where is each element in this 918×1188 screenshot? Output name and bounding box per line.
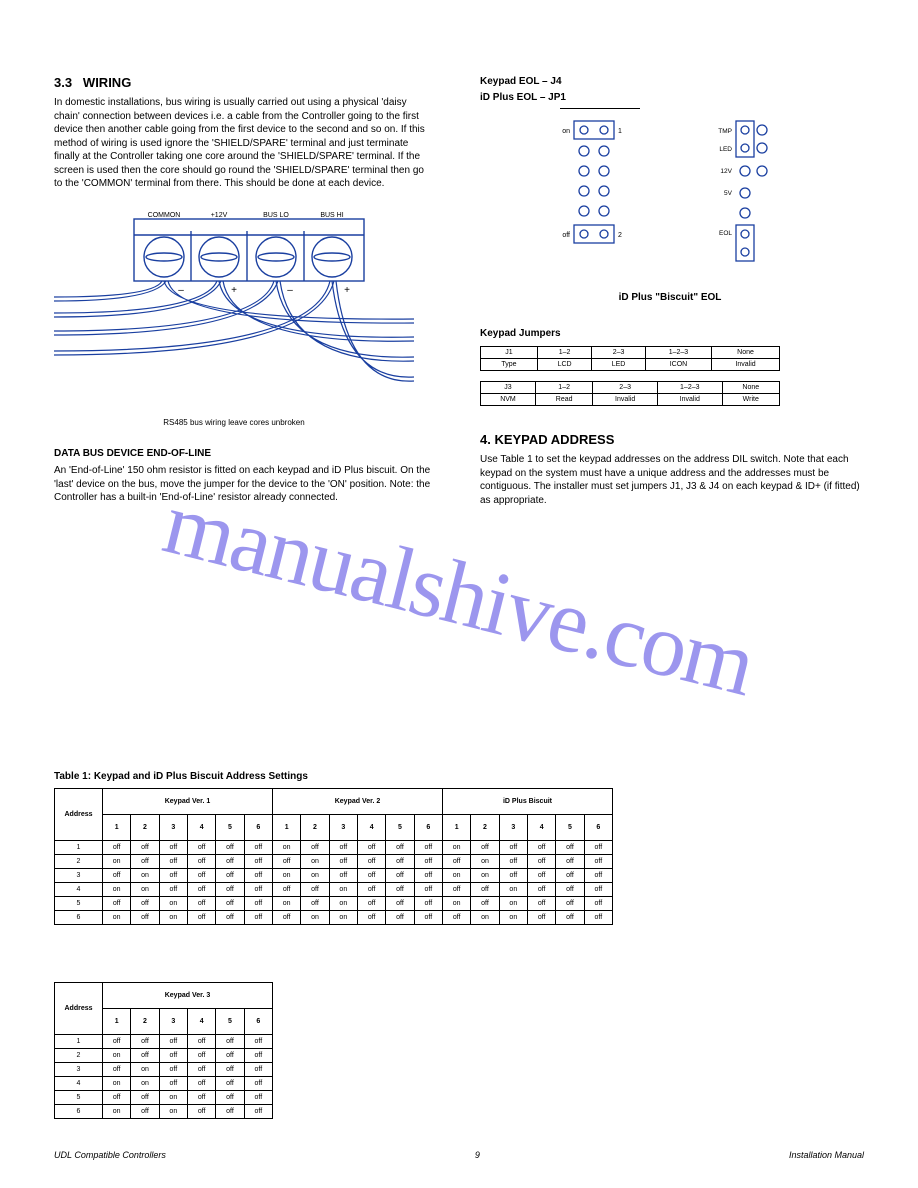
- svg-text:COMMON: COMMON: [148, 212, 181, 219]
- footer-left: UDL Compatible Controllers: [54, 1150, 166, 1160]
- svg-text:–: –: [287, 285, 293, 296]
- svg-text:+12V: +12V: [211, 212, 228, 219]
- svg-text:2: 2: [618, 232, 622, 239]
- eol-head: DATA BUS DEVICE END-OF-LINE: [54, 447, 434, 461]
- svg-text:BUS LO: BUS LO: [263, 212, 289, 219]
- j1-table: J11–22–31–2–3None TypeLCDLEDICONInvalid: [480, 346, 780, 371]
- sec-title: WIRING: [83, 75, 131, 90]
- wiring-para: In domestic installations, bus wiring is…: [54, 96, 434, 191]
- id-biscuit-caption: iD Plus "Biscuit" EOL: [480, 291, 860, 305]
- sec-num: 3.3: [54, 75, 72, 90]
- watermark: manualshive.com: [154, 471, 763, 717]
- footer-right: Installation Manual: [789, 1150, 864, 1160]
- section4-body: Use Table 1 to set the keypad addresses …: [480, 453, 860, 507]
- page-footer: UDL Compatible Controllers 9 Installatio…: [0, 1150, 918, 1160]
- svg-text:1: 1: [618, 128, 622, 135]
- svg-text:on: on: [562, 128, 570, 135]
- address-table-v3: Address Keypad Ver. 3 123456 1offoffoffo…: [54, 982, 273, 1119]
- svg-text:LED: LED: [719, 146, 732, 153]
- terminal-illustration: – + – + COMMON +12V BUS LO BUS HI RS485 bu…: [54, 201, 414, 431]
- svg-text:BUS HI: BUS HI: [320, 212, 343, 219]
- svg-text:5V: 5V: [724, 190, 733, 197]
- head-idplus-eol: iD Plus EOL – JP1: [480, 91, 860, 105]
- pin-diagrams: on off 1 2 TMP: [480, 115, 860, 285]
- svg-text:EOL: EOL: [719, 230, 732, 237]
- svg-text:12V: 12V: [720, 168, 732, 175]
- svg-text:+: +: [344, 285, 350, 296]
- head-keypad-eol: Keypad EOL – J4: [480, 75, 860, 89]
- page-number: 9: [475, 1150, 480, 1160]
- svg-text:RS485 bus wiring leave cores u: RS485 bus wiring leave cores unbroken: [163, 418, 304, 427]
- j3-table: J31–22–31–2–3None NVMReadInvalidInvalidW…: [480, 381, 780, 406]
- svg-text:+: +: [231, 285, 237, 296]
- keypad-jumpers-title: Keypad Jumpers: [480, 327, 860, 341]
- svg-text:–: –: [178, 285, 184, 296]
- section4-title: 4. KEYPAD ADDRESS: [480, 432, 860, 447]
- address-table-main: Address Keypad Ver. 1 Keypad Ver. 2 iD P…: [54, 788, 613, 925]
- table1-caption: Table 1: Keypad and iD Plus Biscuit Addr…: [54, 770, 613, 784]
- eol-para: An 'End-of-Line' 150 ohm resistor is fit…: [54, 464, 434, 505]
- svg-text:TMP: TMP: [718, 128, 732, 135]
- svg-text:off: off: [562, 232, 570, 239]
